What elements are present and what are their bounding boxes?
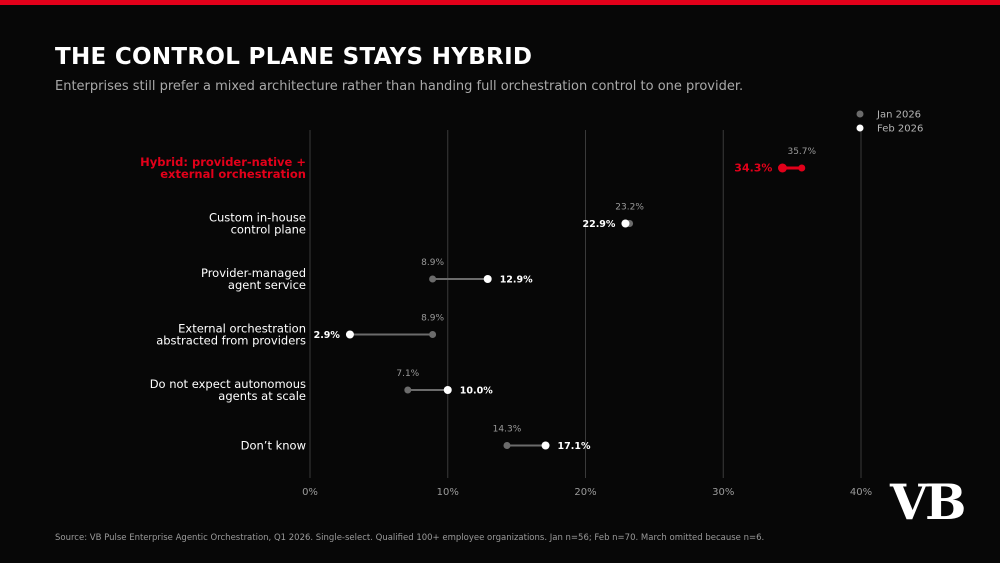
jan-value-label: 8.9% bbox=[421, 314, 444, 324]
x-tick-label: 40% bbox=[850, 487, 872, 498]
category-label: agents at scale bbox=[218, 389, 306, 403]
legend-marker bbox=[856, 124, 864, 132]
feb-value-label: 2.9% bbox=[314, 330, 341, 341]
feb-point bbox=[621, 219, 630, 228]
feb-value-label: 22.9% bbox=[582, 219, 615, 230]
x-tick-label: 10% bbox=[437, 487, 459, 498]
category-label: Don’t know bbox=[241, 439, 306, 453]
feb-point bbox=[483, 275, 492, 283]
feb-point bbox=[541, 441, 550, 450]
legend-label: Feb 2026 bbox=[877, 124, 923, 135]
category-label: Provider-managed bbox=[201, 266, 306, 280]
jan-point bbox=[404, 386, 412, 394]
feb-point bbox=[443, 386, 452, 394]
category-label: agent service bbox=[228, 278, 306, 292]
category-label: external orchestration bbox=[160, 167, 306, 181]
jan-value-label: 35.7% bbox=[787, 147, 816, 157]
vb-logo: VB bbox=[890, 473, 966, 531]
category-label: External orchestration bbox=[178, 322, 306, 336]
feb-point bbox=[777, 163, 787, 173]
source-note: Source: VB Pulse Enterprise Agentic Orch… bbox=[55, 533, 765, 543]
jan-point bbox=[503, 442, 511, 449]
jan-point bbox=[429, 331, 437, 338]
category-label: Do not expect autonomous bbox=[150, 377, 306, 391]
category-label: control plane bbox=[231, 223, 306, 237]
x-tick-label: 30% bbox=[712, 487, 734, 498]
jan-value-label: 14.3% bbox=[493, 425, 522, 435]
page-title: THE CONTROL PLANE STAYS HYBRID bbox=[55, 44, 533, 70]
jan-value-label: 8.9% bbox=[421, 258, 444, 268]
jan-value-label: 23.2% bbox=[615, 203, 644, 213]
category-label: Custom in-house bbox=[209, 211, 306, 225]
jan-point bbox=[429, 275, 437, 283]
jan-value-label: 7.1% bbox=[396, 369, 419, 379]
feb-value-label: 10.0% bbox=[460, 386, 493, 397]
feb-point bbox=[345, 330, 354, 339]
legend-marker bbox=[856, 110, 864, 118]
feb-value-label: 17.1% bbox=[558, 441, 591, 452]
top-accent-bar bbox=[0, 0, 1000, 5]
feb-value-label: 34.3% bbox=[734, 162, 772, 175]
jan-point bbox=[798, 164, 806, 172]
page-subtitle: Enterprises still prefer a mixed archite… bbox=[55, 79, 744, 94]
x-tick-label: 0% bbox=[302, 487, 318, 498]
category-label: abstracted from providers bbox=[156, 334, 306, 348]
legend-label: Jan 2026 bbox=[876, 110, 921, 121]
feb-value-label: 12.9% bbox=[500, 275, 533, 286]
x-tick-label: 20% bbox=[574, 487, 596, 498]
category-label: Hybrid: provider-native + bbox=[140, 155, 306, 169]
